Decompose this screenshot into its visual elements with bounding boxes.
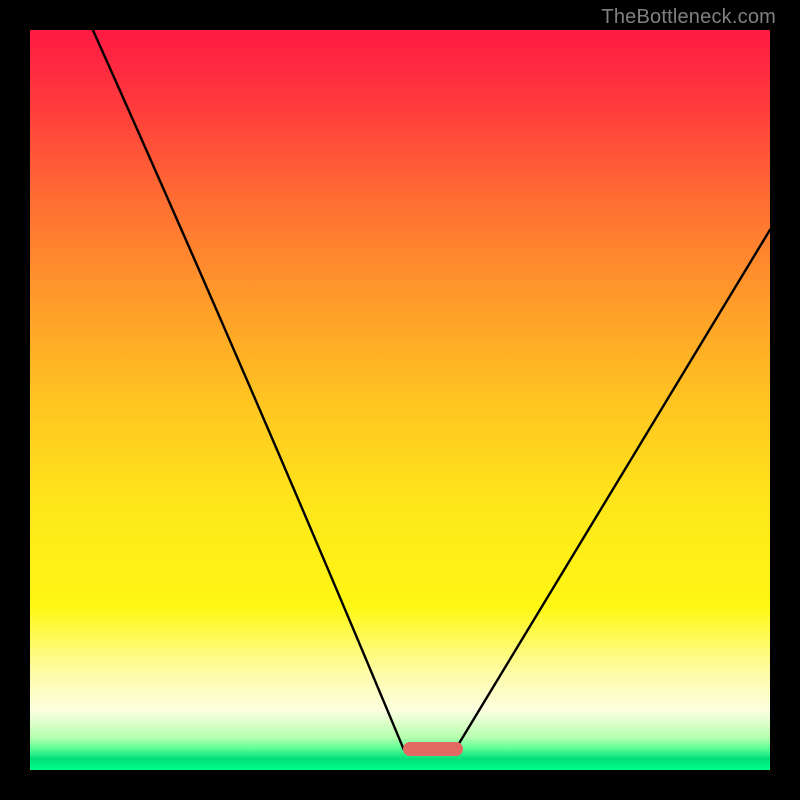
v-curve <box>30 30 770 770</box>
watermark-text: TheBottleneck.com <box>601 6 776 29</box>
plot-area <box>30 30 770 770</box>
v-curve-path <box>93 30 770 749</box>
valley-marker <box>403 742 463 756</box>
chart-stage: TheBottleneck.com <box>0 0 800 800</box>
